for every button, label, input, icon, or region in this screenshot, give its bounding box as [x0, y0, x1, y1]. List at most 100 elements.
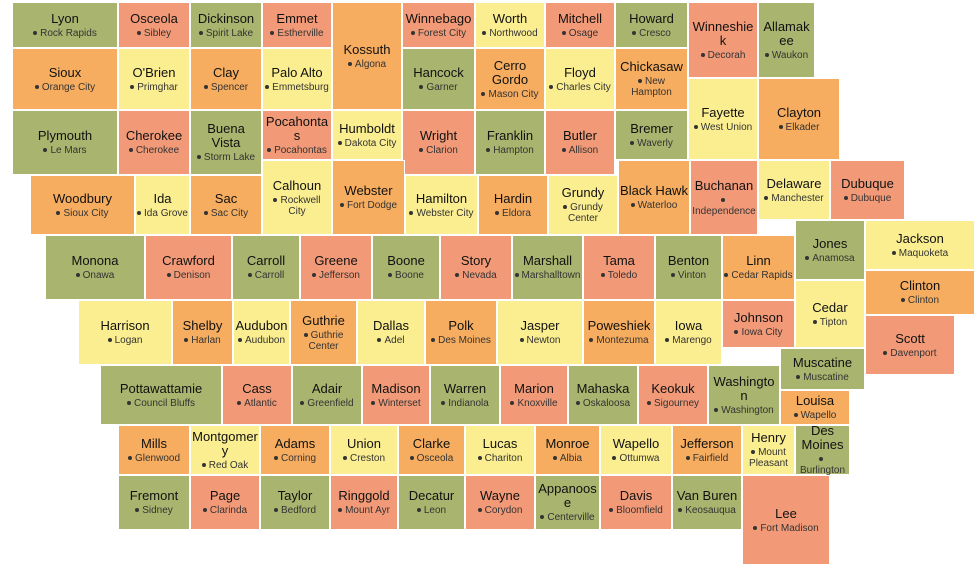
- county-marion[interactable]: Marion Knoxville: [500, 365, 568, 425]
- county-lyon[interactable]: Lyon Rock Rapids: [12, 2, 118, 48]
- county-boone[interactable]: Boone Boone: [372, 235, 440, 300]
- county-jones[interactable]: Jones Anamosa: [795, 220, 865, 280]
- county-wright[interactable]: Wright Clarion: [402, 110, 475, 175]
- county-plymouth[interactable]: Plymouth Le Mars: [12, 110, 118, 175]
- county-clayton[interactable]: Clayton Elkader: [758, 78, 840, 160]
- county-sioux[interactable]: Sioux Orange City: [12, 48, 118, 110]
- county-hardin[interactable]: Hardin Eldora: [478, 175, 548, 235]
- county-adams[interactable]: Adams Corning: [260, 425, 330, 475]
- county-sac[interactable]: Sac Sac City: [190, 175, 262, 235]
- county-van-buren[interactable]: Van Buren Keosauqua: [672, 475, 742, 530]
- county-black-hawk[interactable]: Black Hawk Waterloo: [618, 160, 690, 235]
- county-crawford[interactable]: Crawford Denison: [145, 235, 232, 300]
- county-davis[interactable]: Davis Bloomfield: [600, 475, 672, 530]
- county-worth[interactable]: Worth Northwood: [475, 2, 545, 48]
- county-decatur[interactable]: Decatur Leon: [398, 475, 465, 530]
- county-cedar[interactable]: Cedar Tipton: [795, 280, 865, 348]
- county-fremont[interactable]: Fremont Sidney: [118, 475, 190, 530]
- county-warren[interactable]: Warren Indianola: [430, 365, 500, 425]
- county-monona[interactable]: Monona Onawa: [45, 235, 145, 300]
- county-hancock[interactable]: Hancock Garner: [402, 48, 475, 110]
- county-iowa[interactable]: Iowa Marengo: [655, 300, 722, 365]
- county-clay[interactable]: Clay Spencer: [190, 48, 262, 110]
- county-cerro-gordo[interactable]: Cerro Gordo Mason City: [475, 48, 545, 110]
- county-jefferson[interactable]: Jefferson Fairfield: [672, 425, 742, 475]
- county-emmet[interactable]: Emmet Estherville: [262, 2, 332, 48]
- county-floyd[interactable]: Floyd Charles City: [545, 48, 615, 110]
- county-taylor[interactable]: Taylor Bedford: [260, 475, 330, 530]
- county-delaware[interactable]: Delaware Manchester: [758, 160, 830, 220]
- county-henry[interactable]: Henry Mount Pleasant: [742, 425, 795, 475]
- county-carroll[interactable]: Carroll Carroll: [232, 235, 300, 300]
- county-louisa[interactable]: Louisa Wapello: [780, 390, 850, 425]
- county-clinton[interactable]: Clinton Clinton: [865, 270, 975, 315]
- county-fayette[interactable]: Fayette West Union: [688, 78, 758, 160]
- county-wapello[interactable]: Wapello Ottumwa: [600, 425, 672, 475]
- county-johnson[interactable]: Johnson Iowa City: [722, 300, 795, 348]
- county-audubon[interactable]: Audubon Audubon: [233, 300, 290, 365]
- county-butler[interactable]: Butler Allison: [545, 110, 615, 175]
- county-lee[interactable]: Lee Fort Madison: [742, 475, 830, 565]
- county-dickinson[interactable]: Dickinson Spirit Lake: [190, 2, 262, 48]
- county-mahaska[interactable]: Mahaska Oskaloosa: [568, 365, 638, 425]
- county-marshall[interactable]: Marshall Marshalltown: [512, 235, 583, 300]
- county-dallas[interactable]: Dallas Adel: [357, 300, 425, 365]
- county-jackson[interactable]: Jackson Maquoketa: [865, 220, 975, 270]
- county-page[interactable]: Page Clarinda: [190, 475, 260, 530]
- county-ida[interactable]: Ida Ida Grove: [135, 175, 190, 235]
- county-des-moines[interactable]: Des Moines Burlington: [795, 424, 850, 476]
- county-osceola[interactable]: Osceola Sibley: [118, 2, 190, 48]
- county-o-brien[interactable]: O'Brien Primghar: [118, 48, 190, 110]
- county-wayne[interactable]: Wayne Corydon: [465, 475, 535, 530]
- county-washington[interactable]: Washington Washington: [708, 365, 780, 425]
- county-kossuth[interactable]: Kossuth Algona: [332, 2, 402, 110]
- county-winnebago[interactable]: Winnebago Forest City: [402, 2, 475, 48]
- county-montgomery[interactable]: Montgomery Red Oak: [190, 425, 260, 475]
- county-polk[interactable]: Polk Des Moines: [425, 300, 497, 365]
- county-story[interactable]: Story Nevada: [440, 235, 512, 300]
- county-keokuk[interactable]: Keokuk Sigourney: [638, 365, 708, 425]
- county-webster[interactable]: Webster Fort Dodge: [332, 160, 405, 235]
- county-clarke[interactable]: Clarke Osceola: [398, 425, 465, 475]
- county-palo-alto[interactable]: Palo Alto Emmetsburg: [262, 48, 332, 110]
- county-winneshiek[interactable]: Winneshiek Decorah: [688, 2, 758, 78]
- county-monroe[interactable]: Monroe Albia: [535, 425, 600, 475]
- county-linn[interactable]: Linn Cedar Rapids: [722, 235, 795, 300]
- county-buchanan[interactable]: Buchanan Independence: [690, 160, 758, 235]
- county-cass[interactable]: Cass Atlantic: [222, 365, 292, 425]
- county-lucas[interactable]: Lucas Chariton: [465, 425, 535, 475]
- county-muscatine[interactable]: Muscatine Muscatine: [780, 348, 865, 390]
- county-bremer[interactable]: Bremer Waverly: [615, 110, 688, 160]
- county-ringgold[interactable]: Ringgold Mount Ayr: [330, 475, 398, 530]
- county-scott[interactable]: Scott Davenport: [865, 315, 955, 375]
- county-union[interactable]: Union Creston: [330, 425, 398, 475]
- county-humboldt[interactable]: Humboldt Dakota City: [332, 110, 402, 160]
- county-hamilton[interactable]: Hamilton Webster City: [405, 175, 478, 235]
- county-dubuque[interactable]: Dubuque Dubuque: [830, 160, 905, 220]
- county-mills[interactable]: Mills Glenwood: [118, 425, 190, 475]
- county-madison[interactable]: Madison Winterset: [362, 365, 430, 425]
- county-chickasaw[interactable]: Chickasaw New Hampton: [615, 48, 688, 110]
- county-pottawattamie[interactable]: Pottawattamie Council Bluffs: [100, 365, 222, 425]
- county-guthrie[interactable]: Guthrie Guthrie Center: [290, 300, 357, 365]
- county-calhoun[interactable]: Calhoun Rockwell City: [262, 160, 332, 235]
- county-poweshiek[interactable]: Poweshiek Montezuma: [583, 300, 655, 365]
- county-mitchell[interactable]: Mitchell Osage: [545, 2, 615, 48]
- county-harrison[interactable]: Harrison Logan: [78, 300, 172, 365]
- county-pocahontas[interactable]: Pocahontas Pocahontas: [262, 110, 332, 160]
- county-woodbury[interactable]: Woodbury Sioux City: [30, 175, 135, 235]
- county-greene[interactable]: Greene Jefferson: [300, 235, 372, 300]
- county-adair[interactable]: Adair Greenfield: [292, 365, 362, 425]
- county-appanoose[interactable]: Appanoose Centerville: [535, 475, 600, 530]
- county-grundy[interactable]: Grundy Grundy Center: [548, 175, 618, 235]
- county-jasper[interactable]: Jasper Newton: [497, 300, 583, 365]
- county-seat: Rockwell City: [264, 195, 330, 217]
- county-franklin[interactable]: Franklin Hampton: [475, 110, 545, 175]
- county-buena-vista[interactable]: Buena Vista Storm Lake: [190, 110, 262, 175]
- county-tama[interactable]: Tama Toledo: [583, 235, 655, 300]
- county-cherokee[interactable]: Cherokee Cherokee: [118, 110, 190, 175]
- county-howard[interactable]: Howard Cresco: [615, 2, 688, 48]
- county-allamakee[interactable]: Allamakee Waukon: [758, 2, 815, 78]
- county-shelby[interactable]: Shelby Harlan: [172, 300, 233, 365]
- county-benton[interactable]: Benton Vinton: [655, 235, 722, 300]
